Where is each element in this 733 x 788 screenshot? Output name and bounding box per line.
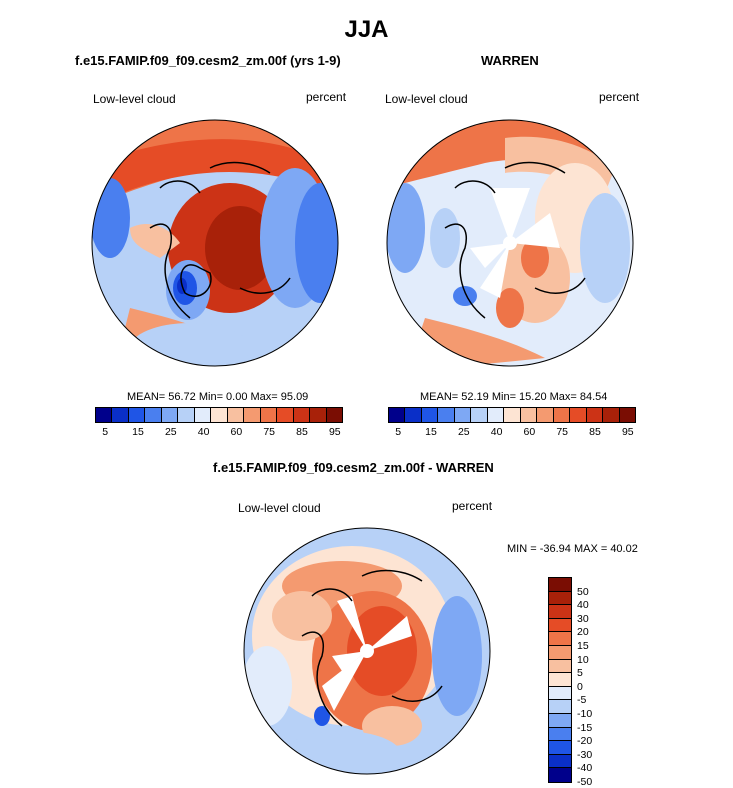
diff-colorbar-tick-label: -20 [577, 735, 593, 748]
diff-colorbar-tick-label: 50 [577, 585, 589, 598]
colorbar-box [161, 408, 179, 422]
page-title: JJA [344, 16, 389, 43]
colorbar-box [553, 408, 571, 422]
panel2-stats: MEAN= 52.19 Min= 15.20 Max= 84.54 [420, 391, 608, 403]
colorbar-box [145, 408, 162, 422]
colorbar-box [504, 408, 521, 422]
colorbar-box [570, 408, 587, 422]
panel1-colorbar-ticks: 5 15 25 40 60 75 85 95 [95, 426, 343, 440]
colorbar-box [471, 408, 488, 422]
colorbar-tick-label: 75 [556, 426, 569, 438]
diff-colorbar-box [549, 727, 571, 742]
panel2-case-title: WARREN [481, 53, 539, 68]
diff-colorbar-box [549, 741, 571, 755]
colorbar-box [454, 408, 472, 422]
colorbar-box [194, 408, 212, 422]
colorbar-box [326, 408, 343, 422]
panel1-units-label: percent [306, 90, 347, 104]
panel1-colorbar [95, 407, 343, 423]
colorbar-tick-label: 40 [490, 426, 503, 438]
colorbar-box [227, 408, 245, 422]
diff-variable-label: Low-level cloud [238, 501, 321, 515]
diff-colorbar-tick-label: 30 [577, 612, 589, 625]
diff-colorbar-tick-label: -30 [577, 748, 593, 761]
diff-colorbar-tick-label: 40 [577, 599, 589, 612]
colorbar-tick-label: 60 [230, 426, 243, 438]
panel1-case-title: f.e15.FAMIP.f09_f09.cesm2_zm.00f (yrs 1-… [75, 53, 341, 68]
panel2-colorbar-ticks: 5 15 25 40 60 75 85 95 [388, 426, 636, 440]
panel2-variable-label: Low-level cloud [385, 92, 468, 106]
diff-colorbar-box [549, 632, 571, 646]
diff-colorbar-tick-label: 20 [577, 626, 589, 639]
colorbar-box [260, 408, 278, 422]
diff-colorbar-tick-label: -10 [577, 708, 593, 720]
diff-colorbar-box [549, 768, 571, 782]
colorbar-box [405, 408, 422, 422]
diff-colorbar [548, 577, 572, 783]
colorbar-box [96, 408, 113, 422]
diff-case-title: f.e15.FAMIP.f09_f09.cesm2_zm.00f - WARRE… [213, 460, 494, 475]
panel1-variable-label: Low-level cloud [93, 92, 176, 106]
diff-minmax: MIN = -36.94 MAX = 40.02 [507, 543, 638, 555]
diff-colorbar-box [549, 618, 571, 633]
diff-colorbar-box [549, 754, 571, 769]
diff-colorbar-tick-label: 0 [577, 680, 583, 693]
colorbar-box [310, 408, 327, 422]
diff-colorbar-box [549, 673, 571, 687]
diff-colorbar-tick-label: 5 [577, 667, 583, 680]
colorbar-tick-label: 85 [296, 426, 308, 438]
colorbar-tick-label: 75 [263, 426, 276, 438]
panel2-polar-map [386, 119, 634, 367]
diff-colorbar-tick-label: 10 [577, 653, 589, 666]
panel1-polar-map [91, 119, 339, 367]
diff-colorbar-tick-label: 15 [577, 640, 589, 652]
diff-colorbar-box [549, 686, 571, 701]
panel1-stats: MEAN= 56.72 Min= 0.00 Max= 95.09 [127, 391, 309, 403]
colorbar-box [520, 408, 538, 422]
diff-colorbar-box [549, 700, 571, 714]
diff-colorbar-tick-label: -15 [577, 721, 593, 734]
colorbar-tick-label: 60 [523, 426, 536, 438]
panel2-units-label: percent [599, 90, 640, 104]
colorbar-box [389, 408, 406, 422]
colorbar-tick-label: 85 [589, 426, 601, 438]
colorbar-tick-label: 25 [164, 426, 177, 438]
diff-polar-map [243, 527, 491, 775]
colorbar-box [178, 408, 195, 422]
colorbar-box [603, 408, 620, 422]
colorbar-box [537, 408, 554, 422]
colorbar-box [128, 408, 146, 422]
colorbar-tick-label: 40 [197, 426, 210, 438]
diff-colorbar-tick-label: -50 [577, 776, 593, 788]
colorbar-tick-label: 5 [395, 426, 402, 438]
diff-colorbar-box [549, 713, 571, 728]
colorbar-tick-label: 95 [328, 426, 341, 438]
colorbar-tick-label: 25 [457, 426, 470, 438]
diff-colorbar-box [549, 645, 571, 660]
diff-units-label: percent [452, 499, 493, 513]
colorbar-tick-label: 15 [132, 426, 144, 438]
diff-colorbar-box [549, 605, 571, 619]
diff-colorbar-tick-label: -5 [577, 694, 587, 707]
colorbar-box [421, 408, 439, 422]
diff-colorbar-tick-label: -40 [577, 762, 593, 775]
colorbar-tick-label: 5 [102, 426, 109, 438]
colorbar-box [438, 408, 455, 422]
diff-colorbar-box [549, 591, 571, 606]
diff-colorbar-box [549, 578, 571, 592]
panel2-colorbar [388, 407, 636, 423]
colorbar-tick-label: 95 [621, 426, 634, 438]
colorbar-box [619, 408, 636, 422]
colorbar-box [586, 408, 604, 422]
colorbar-box [244, 408, 261, 422]
colorbar-box [211, 408, 228, 422]
colorbar-tick-label: 15 [425, 426, 437, 438]
colorbar-box [487, 408, 505, 422]
colorbar-box [293, 408, 311, 422]
colorbar-box [277, 408, 294, 422]
diff-colorbar-box [549, 659, 571, 674]
colorbar-box [112, 408, 129, 422]
